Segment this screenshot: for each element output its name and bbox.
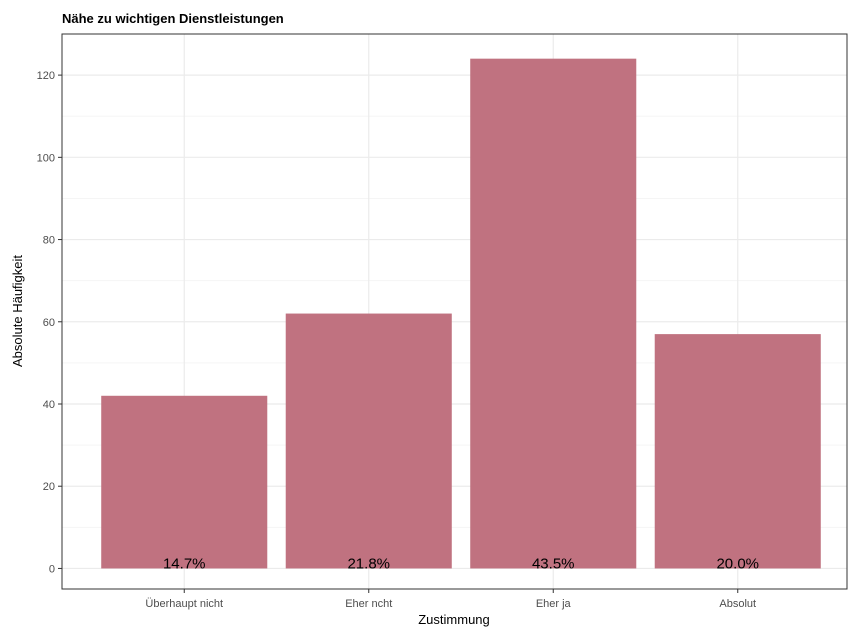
x-tick-label: Überhaupt nicht [145, 598, 223, 610]
x-tick-label: Absolut [719, 598, 756, 610]
bar-data-label: 43.5% [532, 555, 575, 572]
y-tick-label: 60 [43, 317, 55, 329]
x-axis-title: Zustimmung [418, 612, 490, 627]
y-tick-label: 120 [37, 70, 55, 82]
y-tick-label: 0 [49, 563, 55, 575]
bar-data-label: 20.0% [716, 555, 759, 572]
bar [654, 334, 821, 569]
chart-title: Nähe zu wichtigen Dienstleistungen [62, 11, 284, 26]
bar [101, 395, 268, 569]
x-tick-label: Eher ncht [345, 598, 392, 610]
y-tick-label: 100 [37, 152, 55, 164]
y-axis-title: Absolute Häufigkeit [10, 255, 25, 367]
y-tick-label: 80 [43, 235, 55, 247]
bar-data-label: 21.8% [347, 555, 390, 572]
bar-data-label: 14.7% [163, 555, 206, 572]
bar [285, 313, 452, 569]
x-tick-label: Eher ja [536, 598, 572, 610]
y-tick-label: 40 [43, 399, 55, 411]
panel-border [61, 33, 848, 590]
bar [470, 58, 637, 569]
y-tick-label: 20 [43, 481, 55, 493]
